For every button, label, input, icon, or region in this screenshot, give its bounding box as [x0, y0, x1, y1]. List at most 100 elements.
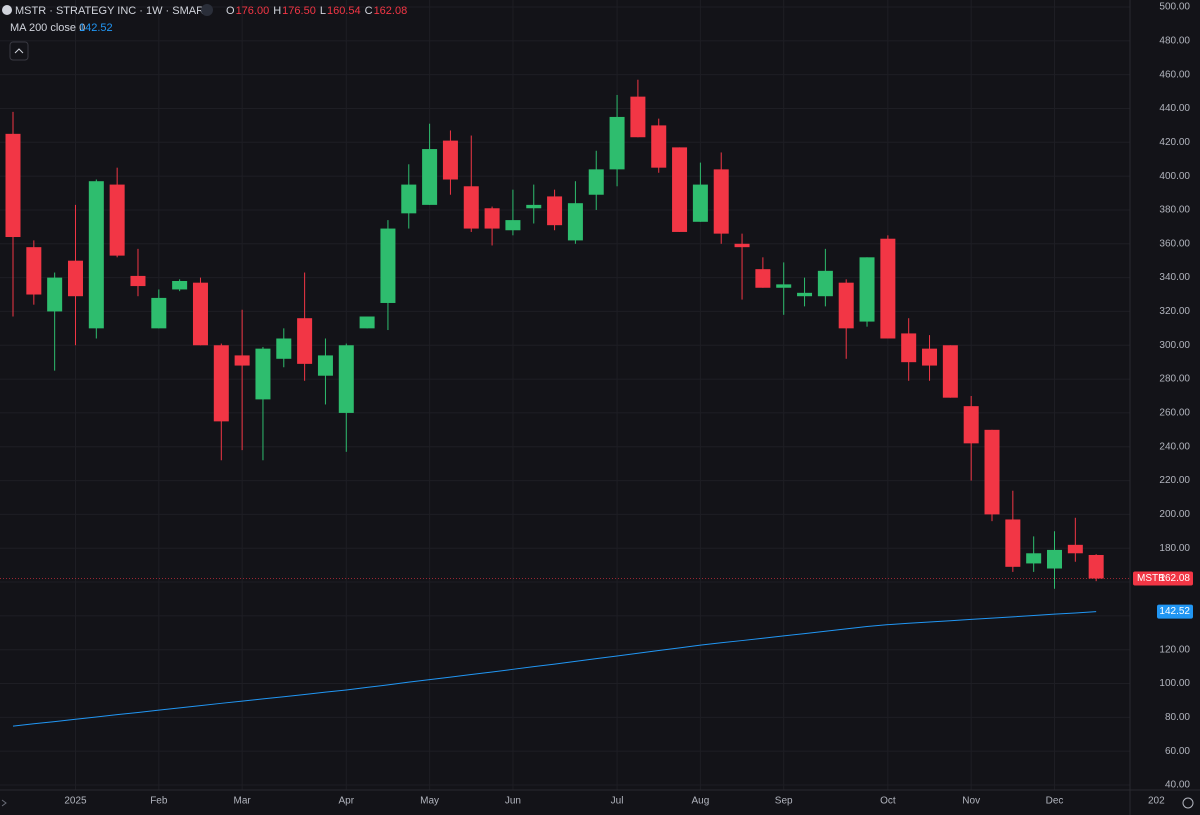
indicator-name: MA 200 close 0	[10, 22, 85, 34]
candle-body	[922, 348, 938, 366]
y-tick-label: 180.00	[1159, 543, 1190, 554]
x-tick-label: Dec	[1046, 796, 1064, 807]
candle-body	[880, 238, 896, 339]
candle-body	[442, 140, 458, 180]
grid	[0, 0, 1130, 790]
candle-body	[1026, 553, 1042, 564]
ohlc-label: O	[226, 5, 235, 17]
candle-body	[776, 284, 792, 288]
candle-body	[859, 257, 875, 322]
candle-body	[192, 282, 208, 346]
ma-badge	[1157, 604, 1193, 619]
y-tick-label: 300.00	[1159, 340, 1190, 351]
y-tick-label: 340.00	[1159, 272, 1190, 283]
candle-body	[276, 338, 292, 359]
candle-body	[567, 203, 583, 241]
candle-body	[5, 133, 21, 238]
candle-body	[213, 345, 229, 422]
candle-body	[380, 228, 396, 303]
y-tick-label: 460.00	[1159, 69, 1190, 80]
candle-body	[984, 429, 1000, 515]
candle-body	[1005, 519, 1021, 567]
y-tick-label: 40.00	[1165, 780, 1190, 791]
candle-body	[463, 186, 479, 229]
plot	[0, 79, 1130, 727]
candle-body	[588, 169, 604, 195]
y-tick-label: 320.00	[1159, 306, 1190, 317]
y-tick-label: 240.00	[1159, 441, 1190, 452]
candle-body	[422, 149, 438, 205]
candle-body	[797, 292, 813, 297]
y-tick-label: 480.00	[1159, 35, 1190, 46]
indicator-value: 142.52	[79, 22, 113, 34]
y-tick-label: 440.00	[1159, 103, 1190, 114]
collapse-button[interactable]	[9, 41, 29, 61]
candle-body	[630, 96, 646, 138]
y-tick-label: 220.00	[1159, 475, 1190, 486]
x-tick-label: Jun	[505, 796, 521, 807]
y-tick-label: 200.00	[1159, 509, 1190, 520]
candle-body	[734, 243, 750, 248]
y-tick-label: 360.00	[1159, 238, 1190, 249]
x-tick-label: Feb	[150, 796, 168, 807]
ohlc-value: 160.54	[327, 5, 361, 17]
candle-body	[109, 184, 125, 256]
x-tick-label: 202	[1148, 796, 1165, 807]
candle-body	[672, 147, 688, 232]
candle-body	[1088, 554, 1104, 579]
x-tick-label: Oct	[880, 796, 896, 807]
x-tick-label: Jul	[611, 796, 624, 807]
collapse-icon	[14, 48, 24, 54]
x-tick-label: Sep	[775, 796, 793, 807]
y-tick-label: 120.00	[1159, 644, 1190, 655]
x-tick-label: May	[420, 796, 439, 807]
candle-body	[297, 318, 313, 364]
y-tick-label: 100.00	[1159, 678, 1190, 689]
y-tick-label: 60.00	[1165, 746, 1190, 757]
y-tick-label: 500.00	[1159, 2, 1190, 13]
ohlc-label: C	[365, 5, 373, 17]
symbol-badge: MSTR	[1137, 573, 1165, 584]
status-icon[interactable]	[201, 4, 213, 16]
candle-body	[526, 204, 542, 209]
candle-body	[817, 270, 833, 297]
symbol-title: MSTR · STRATEGY INC · 1W · SMART	[15, 5, 211, 17]
x-tick-label: 2025	[64, 796, 87, 807]
candle-body	[1047, 549, 1062, 569]
candle-body	[234, 355, 250, 366]
y-tick-label: 380.00	[1159, 205, 1190, 216]
symbol-icon	[2, 5, 12, 15]
candle-body	[547, 196, 563, 226]
y-tick-label: 260.00	[1159, 408, 1190, 419]
ohlc-value: 176.00	[236, 5, 270, 17]
y-tick-label: 80.00	[1165, 712, 1190, 723]
candle-body	[505, 220, 521, 231]
scroll-icon[interactable]	[1, 799, 7, 807]
ohlc-label: H	[273, 5, 281, 17]
ohlc-value: 176.50	[282, 5, 316, 17]
candle-body	[942, 345, 958, 398]
y-tick-label: 420.00	[1159, 137, 1190, 148]
candle-body	[255, 348, 271, 400]
candle-body	[484, 208, 500, 229]
y-tick-label: 280.00	[1159, 374, 1190, 385]
candle-body	[838, 282, 854, 329]
candle-body	[692, 184, 708, 222]
candle-body	[609, 116, 625, 170]
x-tick-label: Nov	[962, 796, 980, 807]
candle-body	[901, 333, 917, 363]
candle-body	[1067, 544, 1083, 554]
ma-price-label: 142.52	[1159, 606, 1190, 617]
candle-body	[130, 275, 146, 287]
y-tick-label: 400.00	[1159, 171, 1190, 182]
ohlc-value: 162.08	[374, 5, 408, 17]
ohlc-readout: O 176.00 H 176.50 L 160.54 C 162.08	[226, 5, 407, 17]
candle-body	[713, 169, 729, 234]
candle-body	[26, 247, 42, 295]
settings-button[interactable]	[1182, 797, 1194, 809]
candle-body	[651, 125, 667, 168]
candle-body	[88, 181, 104, 329]
candle-body	[67, 260, 83, 297]
